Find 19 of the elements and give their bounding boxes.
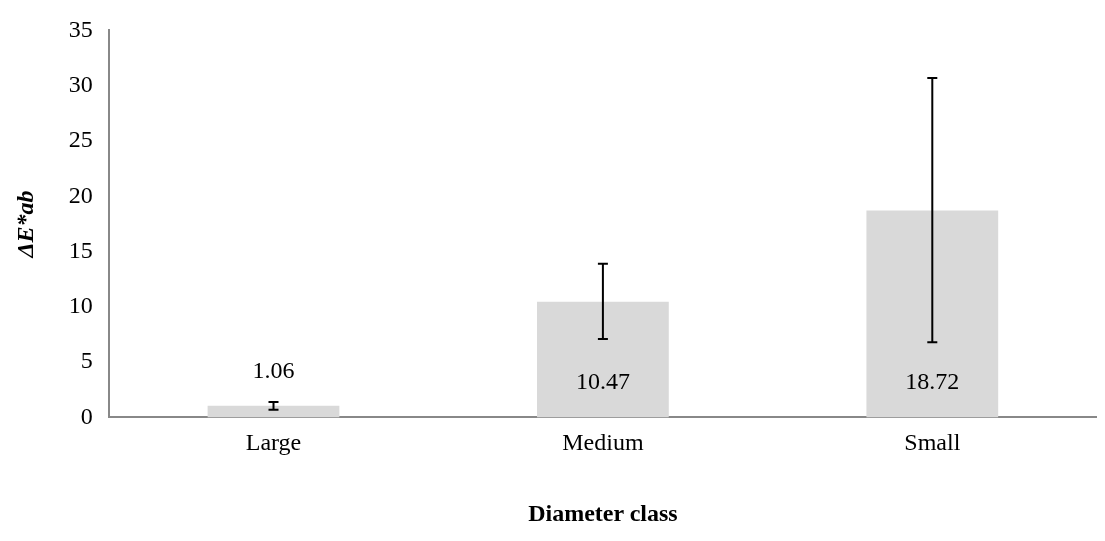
data-label: 1.06 (252, 356, 295, 383)
y-axis-title: ΔE*ab (11, 190, 38, 259)
x-tick-label: Large (245, 429, 302, 456)
bar (537, 301, 669, 418)
x-tick-label: Medium (562, 429, 644, 456)
bar (207, 405, 340, 418)
y-tick-label: 5 (80, 347, 93, 374)
x-tick-label: Small (904, 429, 961, 456)
y-tick-label: 20 (68, 181, 93, 208)
y-tick-label: 25 (68, 126, 93, 153)
x-axis-title: Diameter class (528, 499, 678, 526)
y-tick-label: 15 (68, 236, 93, 263)
y-tick-label: 10 (68, 292, 93, 319)
data-label: 18.72 (905, 367, 960, 394)
y-tick-label: 30 (68, 70, 93, 97)
bar (866, 210, 999, 418)
data-label: 10.47 (575, 367, 630, 394)
y-tick-label: 35 (68, 15, 93, 42)
y-tick-label: 0 (80, 402, 93, 429)
